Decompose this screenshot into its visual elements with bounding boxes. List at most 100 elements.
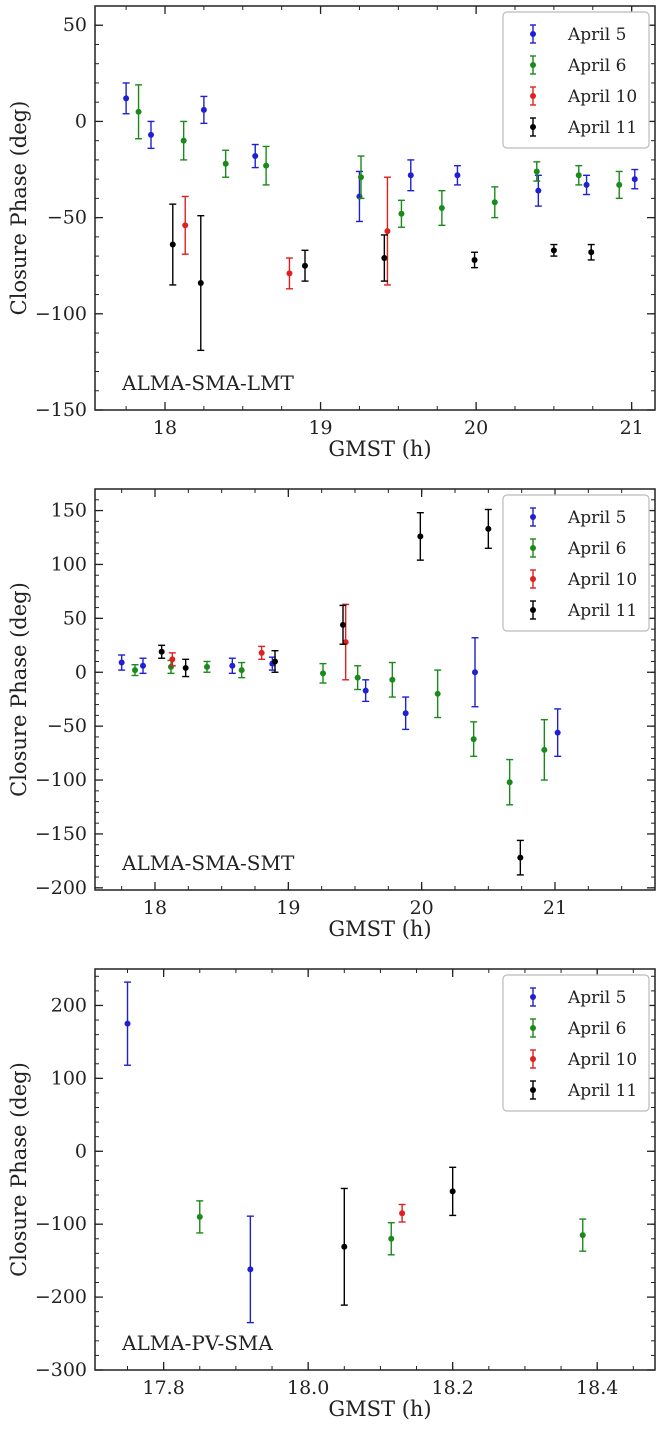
data-point: [354, 674, 361, 681]
legend-entry-label: April 5: [567, 508, 626, 528]
legend-marker-dot: [530, 576, 536, 582]
plot-frame: [94, 968, 656, 1371]
legend-entry-label: April 6: [567, 56, 626, 76]
y-tick-label: 100: [51, 553, 87, 575]
data-point: [182, 664, 189, 671]
y-tick-label: −50: [47, 715, 87, 737]
series-april-6: [131, 659, 548, 806]
data-point: [449, 1188, 456, 1195]
data-point: [472, 669, 478, 676]
data-point: [358, 174, 364, 181]
data-point: [341, 1243, 348, 1250]
data-point: [470, 736, 477, 743]
data-layer: [124, 981, 587, 1324]
x-tick-label: 17.8: [142, 1377, 184, 1399]
y-tick-label: −100: [35, 1213, 87, 1235]
legend-marker-dot: [530, 1087, 536, 1093]
panel-label: ALMA-PV-SMA: [121, 1331, 273, 1355]
data-layer: [118, 508, 562, 876]
data-point: [197, 280, 204, 287]
legend-box: [502, 974, 650, 1112]
data-layer: [122, 82, 639, 352]
data-point: [398, 210, 405, 217]
y-tick-label: −300: [35, 1359, 87, 1381]
y-tick-label: −50: [47, 207, 87, 229]
legend-marker-dot: [530, 31, 536, 37]
y-tick-label: 100: [51, 1067, 87, 1089]
y-tick-label: 0: [75, 661, 87, 683]
y-tick-label: −150: [35, 823, 87, 845]
legend-entry-label: April 10: [567, 87, 637, 107]
legend-marker-dot: [530, 62, 536, 68]
x-tick-label: 18.0: [287, 1377, 329, 1399]
y-axis-label: Closure Phase (deg): [7, 1062, 31, 1277]
x-axis-label: GMST (h): [328, 437, 431, 461]
y-tick-label: 0: [75, 110, 87, 132]
data-point: [222, 160, 229, 167]
series-april-5: [124, 981, 254, 1324]
legend: April 5 April 6 April 10 April 11: [502, 11, 650, 149]
plot-frame: [94, 5, 656, 411]
y-tick-label: −100: [35, 769, 87, 791]
series-april-10: [181, 176, 391, 290]
x-tick-label: 20: [464, 417, 488, 439]
series-april-11: [158, 508, 524, 876]
data-point: [535, 187, 542, 194]
series-april-11: [340, 1166, 457, 1306]
y-axis-label: Closure Phase (deg): [7, 582, 31, 797]
legend-marker-dot: [530, 124, 536, 130]
data-point: [229, 662, 236, 669]
legend-marker-dot: [530, 514, 536, 520]
panel-label: ALMA-SMA-LMT: [121, 371, 295, 395]
plot-frame: [94, 488, 656, 891]
data-point: [124, 1020, 131, 1027]
data-point: [263, 162, 270, 169]
data-point: [132, 667, 138, 674]
series-april-10: [168, 603, 350, 681]
data-point: [491, 199, 498, 206]
legend-entry-label: April 6: [567, 1019, 626, 1039]
data-point: [340, 621, 346, 628]
data-point: [454, 172, 461, 179]
legend: April 5 April 6 April 10 April 11: [502, 974, 650, 1112]
data-point: [135, 108, 142, 115]
data-point: [434, 690, 441, 697]
x-tick-label: 19: [276, 897, 300, 919]
data-point: [388, 1235, 395, 1242]
legend-marker-dot: [530, 1056, 536, 1062]
x-tick-label: 21: [543, 897, 567, 919]
data-point: [169, 656, 176, 663]
series-april-6: [196, 1200, 587, 1256]
legend-marker-dot: [530, 1025, 536, 1031]
chart-panel-2: 18 19 20 21 −200 −150 −100 −50 0 50 100 150 GMST (h)…: [7, 488, 656, 941]
data-point: [258, 649, 265, 656]
legend-entry-label: April 11: [567, 1081, 637, 1101]
data-point: [148, 131, 154, 138]
legend-box: [502, 11, 650, 149]
data-point: [158, 648, 165, 655]
y-tick-label: 50: [63, 14, 87, 36]
panel-label: ALMA-SMA-SMT: [121, 851, 295, 875]
data-point: [286, 270, 293, 277]
data-point: [588, 249, 595, 256]
data-point: [169, 241, 176, 248]
data-point: [320, 670, 326, 677]
x-axis-label: GMST (h): [328, 1397, 431, 1421]
data-point: [118, 659, 125, 666]
data-point: [389, 676, 396, 683]
data-point: [180, 137, 187, 144]
data-point: [168, 663, 174, 670]
data-point: [575, 172, 582, 179]
legend-entry-label: April 11: [567, 601, 637, 621]
data-point: [384, 228, 391, 235]
data-point: [631, 176, 638, 183]
data-point: [517, 854, 524, 861]
data-point: [471, 256, 478, 263]
data-point: [541, 746, 548, 753]
y-tick-label: 200: [51, 994, 87, 1016]
data-point: [417, 533, 424, 540]
data-point: [407, 172, 414, 179]
y-tick-label: 150: [51, 500, 87, 522]
y-tick-label: −200: [35, 877, 87, 899]
x-tick-label: 18: [153, 417, 177, 439]
